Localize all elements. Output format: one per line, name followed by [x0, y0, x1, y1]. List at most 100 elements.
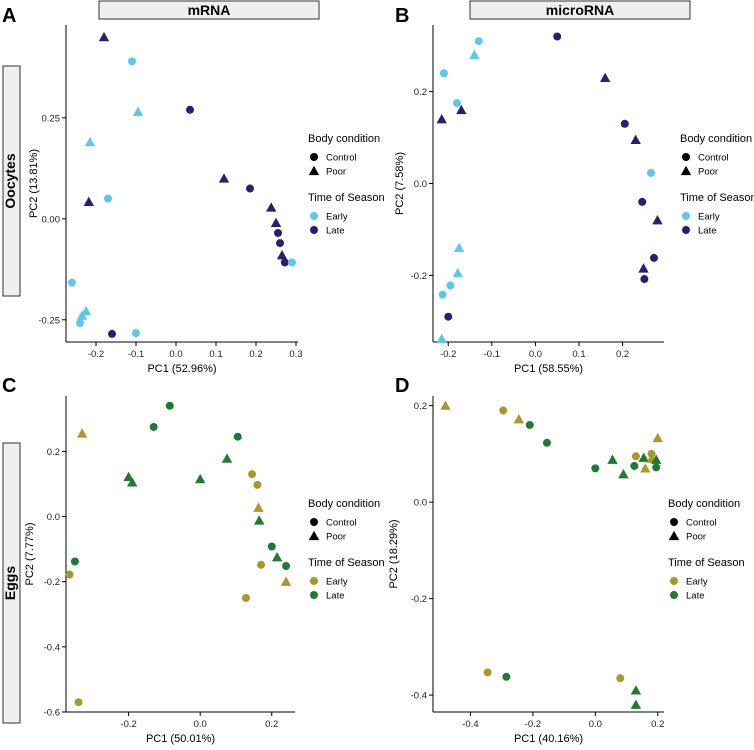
legend-title-time-of-season: Time of Season: [680, 192, 754, 204]
x-tick-label: 0.0: [589, 719, 602, 730]
data-point-circle-late: [267, 542, 276, 551]
legend-title-body-condition: Body condition: [680, 133, 752, 145]
data-point-circle-early: [439, 69, 448, 78]
data-point-circle-early: [253, 480, 262, 489]
legend-marker-late: [310, 226, 318, 234]
data-point-circle-late: [444, 312, 453, 321]
row-strip-eggs: Eggs: [2, 442, 21, 724]
data-point-circle-late: [282, 562, 291, 571]
panel-letter-c: C: [2, 375, 16, 397]
legend-label-poor: Poor: [326, 167, 346, 178]
panel-a-mrna-oocytes: -0.2 -0.1 0.0 0.1 0.2 0.3 -0.25 0.00 0.25 PC1 (52…: [28, 25, 385, 375]
data-point-triangle-late: [271, 552, 283, 562]
legend-title-body-condition: Body condition: [668, 498, 740, 510]
data-point-circle-early: [616, 674, 625, 683]
data-point-triangle-late: [123, 471, 134, 481]
data-point-circle-late: [640, 275, 649, 284]
row-label-eggs: Eggs: [2, 566, 18, 600]
x-axis-label: PC1 (50.01%): [146, 733, 215, 745]
y-axis-label: PC2 (18.29%): [388, 519, 400, 588]
panel-letter-d: D: [395, 375, 409, 397]
data-point-triangle-late: [270, 217, 282, 228]
legend-marker-late: [670, 591, 678, 599]
data-point-triangle-early: [76, 428, 88, 438]
y-tick-label: -0.25: [38, 315, 60, 326]
x-tick-label: 0.0: [194, 719, 207, 730]
y-tick-label: -0.6: [44, 708, 60, 719]
legend-marker-control: [310, 153, 318, 161]
data-point-triangle-late: [630, 685, 642, 695]
y-tick-label: -0.4: [411, 691, 427, 702]
data-point-circle-late: [649, 253, 658, 262]
data-point-triangle-early: [84, 136, 96, 147]
data-point-circle-late: [108, 329, 116, 338]
legend-label-control: Control: [326, 153, 357, 164]
x-tick-label: 0.0: [529, 349, 542, 360]
data-point-circle-early: [474, 37, 483, 46]
legend-label-early: Early: [698, 212, 720, 223]
data-point-triangle-early: [280, 576, 292, 586]
legend-label-control: Control: [698, 153, 729, 164]
y-tick-label: 0.2: [414, 401, 427, 412]
data-point-triangle-late: [607, 454, 618, 464]
y-tick-label: 0.2: [414, 87, 427, 98]
x-tick-label: -0.4: [462, 719, 478, 730]
legend-marker-early: [310, 212, 318, 220]
data-point-triangle-early: [652, 432, 663, 443]
data-point-triangle-early: [452, 267, 464, 278]
legend-title-time-of-season: Time of Season: [308, 557, 385, 569]
data-point-circle-late: [502, 672, 511, 681]
data-point-circle-late: [652, 463, 661, 472]
data-point-triangle-late: [650, 454, 662, 464]
data-point-circle-early: [288, 258, 296, 267]
x-tick-label: -0.2: [120, 719, 136, 730]
data-point-triangle-early: [440, 400, 451, 410]
panel-b-microrna-oocytes: -0.2 -0.1 0.0 0.1 0.2 -0.2 0.0 0.2 PC1 (58.55%) P…: [394, 25, 754, 375]
data-point-circle-late: [70, 557, 79, 566]
x-tick-label: -0.2: [525, 719, 541, 730]
legend-label-poor: Poor: [698, 167, 718, 178]
y-tick-label: 0.0: [414, 498, 427, 509]
data-point-triangle-early: [80, 305, 92, 316]
data-point-triangle-late: [630, 699, 642, 709]
data-point-circle-late: [186, 105, 194, 114]
legend-title-time-of-season: Time of Season: [668, 557, 745, 569]
data-point-circle-late: [280, 258, 289, 267]
legend-title-time-of-season: Time of Season: [308, 192, 385, 204]
data-point-triangle-late: [83, 196, 94, 207]
data-point-circle-late: [276, 239, 284, 248]
y-tick-label: -0.2: [44, 577, 60, 588]
data-point-circle-late: [591, 464, 600, 473]
data-point-triangle-early: [513, 413, 525, 424]
legend-label-control: Control: [686, 518, 717, 529]
data-point-triangle-late: [221, 453, 233, 463]
data-point-circle-late: [542, 438, 551, 447]
panel-c-mrna-eggs: -0.2 0.0 0.2 -0.6 -0.4 -0.2 0.0 0.2 PC1 (50.01%)…: [24, 396, 385, 745]
y-tick-label: 0.00: [42, 214, 61, 225]
x-axis-label: PC1 (40.16%): [514, 733, 583, 745]
y-tick-label: 0.0: [414, 179, 427, 190]
legend: Body condition Control Poor Time of Season E…: [680, 133, 754, 237]
data-point-triangle-late: [98, 31, 110, 42]
legend-marker-late: [682, 226, 690, 234]
x-tick-label: 0.2: [265, 719, 278, 730]
data-point-triangle-late: [254, 515, 265, 525]
y-tick-label: 0.25: [42, 113, 61, 124]
data-point-circle-late: [620, 119, 629, 128]
data-point-circle-early: [68, 278, 76, 287]
legend-label-early: Early: [326, 212, 348, 223]
data-point-triangle-late: [618, 468, 629, 479]
y-axis-label: PC2 (7.77%): [24, 523, 36, 586]
row-label-oocytes: Oocytes: [2, 153, 18, 208]
data-point-circle-early: [241, 593, 250, 602]
data-point-circle-early: [132, 329, 140, 338]
data-point-circle-early: [257, 560, 266, 569]
x-tick-label: 0.1: [572, 349, 585, 360]
data-point-triangle-early: [469, 49, 480, 60]
data-point-circle-late: [525, 420, 534, 429]
data-point-circle-late: [630, 461, 639, 470]
legend-marker-poor: [308, 530, 320, 541]
x-tick-label: -0.2: [88, 349, 104, 360]
legend-label-early: Early: [326, 577, 348, 588]
